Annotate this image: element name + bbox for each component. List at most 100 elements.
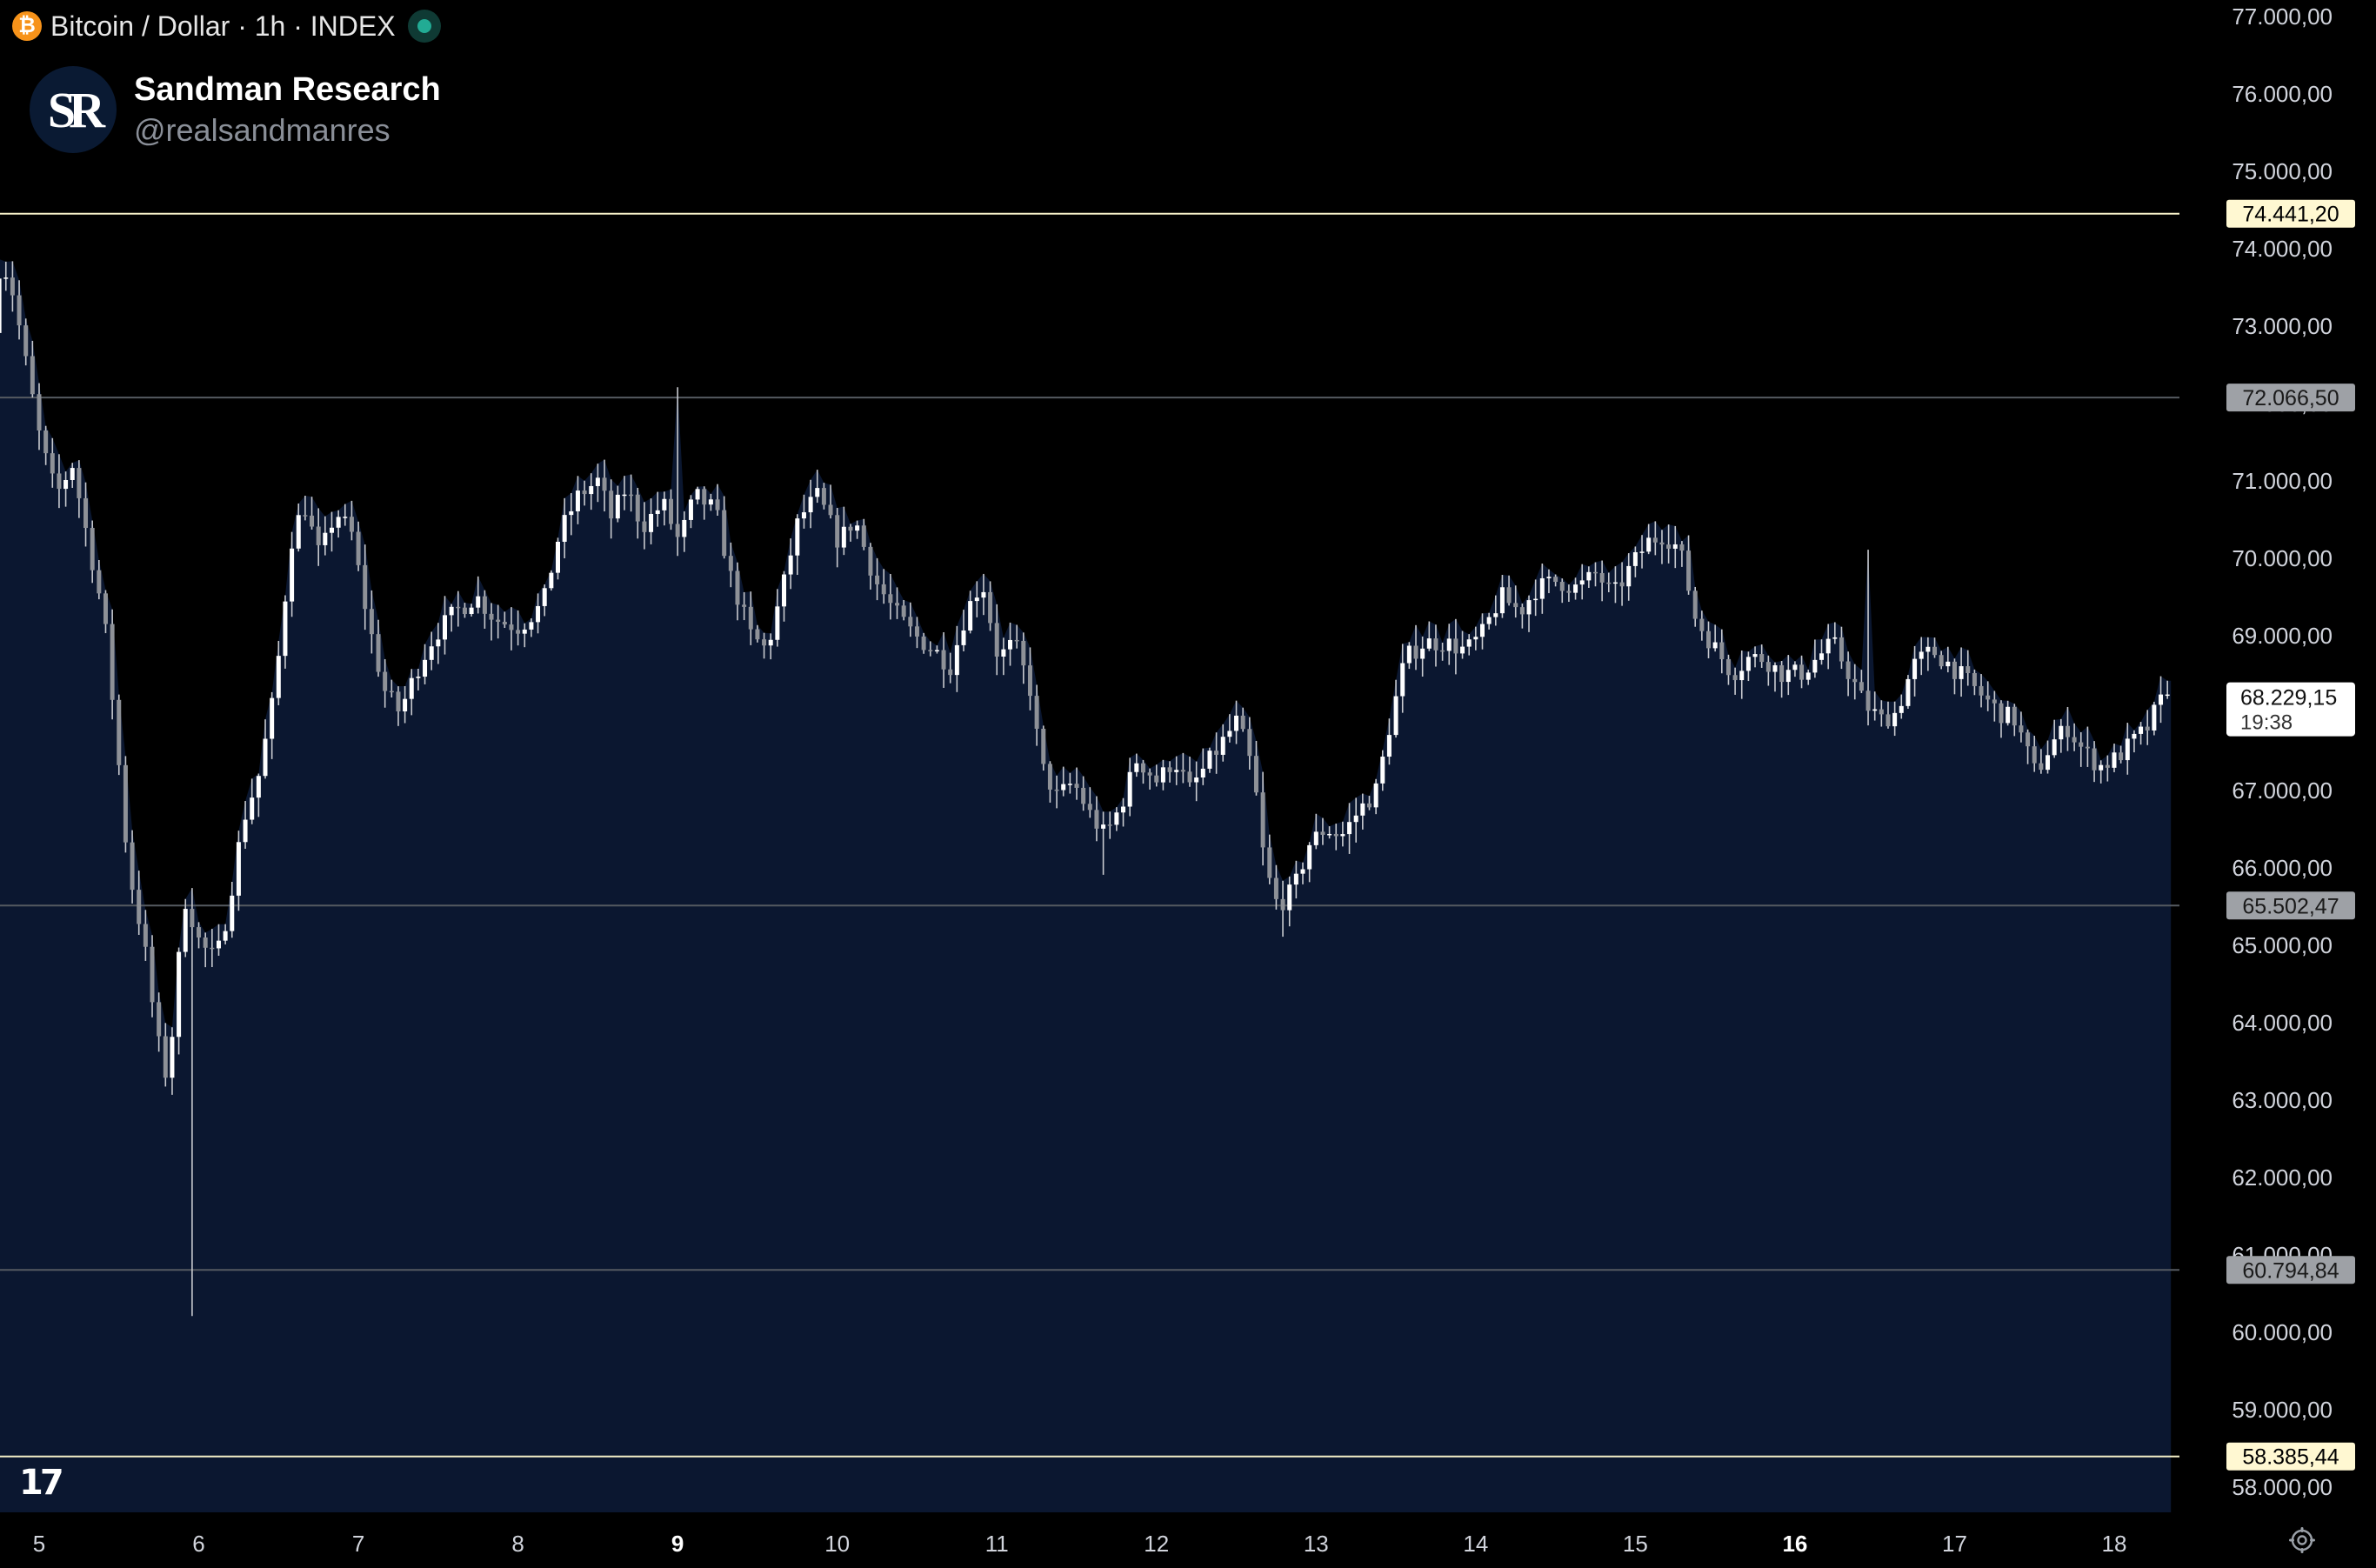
candle[interactable] [349, 500, 354, 541]
candle[interactable] [63, 471, 69, 507]
candle[interactable] [270, 691, 275, 759]
candle[interactable] [2079, 732, 2084, 767]
candle[interactable] [1986, 681, 1991, 711]
candle[interactable] [2092, 741, 2097, 783]
candle[interactable] [496, 604, 501, 639]
candle[interactable] [1692, 586, 1698, 627]
candle[interactable] [376, 619, 381, 677]
candle[interactable] [216, 924, 221, 957]
candle[interactable] [888, 573, 893, 620]
candle[interactable] [2026, 729, 2031, 764]
candle[interactable] [389, 679, 394, 698]
candle[interactable] [1426, 621, 1432, 651]
candle[interactable] [157, 992, 162, 1052]
candle[interactable] [536, 593, 541, 634]
candle[interactable] [316, 508, 321, 566]
candle[interactable] [2046, 740, 2051, 774]
candle[interactable] [1194, 761, 1199, 802]
candle[interactable] [1819, 639, 1825, 665]
candle[interactable] [23, 318, 29, 366]
candle[interactable] [1041, 725, 1046, 771]
candle[interactable] [2132, 730, 2137, 753]
candle[interactable] [1134, 753, 1139, 777]
candle[interactable] [908, 602, 913, 637]
candle[interactable] [1852, 664, 1858, 700]
candle[interactable] [0, 259, 2, 341]
candle[interactable] [1433, 624, 1438, 667]
candle[interactable] [688, 495, 693, 529]
candle[interactable] [1759, 644, 1765, 668]
candle[interactable] [1227, 714, 1232, 743]
candle[interactable] [1420, 636, 1425, 677]
candle[interactable] [310, 497, 315, 530]
candle[interactable] [1652, 521, 1658, 556]
candle[interactable] [243, 801, 248, 849]
candle[interactable] [130, 830, 135, 904]
candle[interactable] [1533, 579, 1538, 617]
candle[interactable] [1612, 566, 1618, 604]
candle[interactable] [914, 617, 919, 649]
candle[interactable] [197, 922, 202, 949]
candle[interactable] [1087, 787, 1092, 818]
candle[interactable] [1214, 732, 1219, 774]
symbol-title[interactable]: Bitcoin / Dollar · 1h · INDEX [50, 10, 396, 42]
candle[interactable] [1347, 803, 1352, 854]
candle[interactable] [83, 482, 89, 547]
candle[interactable] [1712, 624, 1718, 652]
candle[interactable] [1240, 707, 1245, 732]
candle[interactable] [2032, 736, 2037, 772]
candle[interactable] [436, 623, 441, 664]
candle[interactable] [1905, 675, 1911, 710]
candle[interactable] [329, 511, 334, 552]
candle[interactable] [828, 484, 833, 519]
candle[interactable] [642, 502, 647, 550]
candle[interactable] [895, 587, 900, 619]
candle[interactable] [1027, 647, 1032, 711]
candle[interactable] [170, 1027, 175, 1095]
candle[interactable] [57, 454, 62, 509]
candle[interactable] [1899, 694, 1904, 719]
candle[interactable] [675, 387, 680, 557]
candle[interactable] [2019, 711, 2024, 743]
candle[interactable] [1001, 637, 1006, 676]
candle[interactable] [1247, 717, 1252, 770]
candle[interactable] [755, 624, 760, 643]
candle[interactable] [476, 576, 481, 614]
candle[interactable] [988, 581, 993, 631]
candle[interactable] [1606, 572, 1612, 592]
candle[interactable] [1293, 860, 1298, 899]
candle[interactable] [1765, 655, 1771, 686]
candle[interactable] [250, 778, 255, 824]
candle[interactable] [1406, 642, 1412, 670]
candle[interactable] [509, 607, 514, 651]
candle[interactable] [662, 491, 667, 526]
candle[interactable] [649, 498, 654, 544]
candle[interactable] [821, 483, 826, 510]
candle[interactable] [529, 618, 534, 637]
candle[interactable] [1745, 651, 1751, 682]
candle[interactable] [77, 460, 82, 518]
candle[interactable] [1832, 622, 1838, 644]
candle[interactable] [1946, 646, 1951, 673]
candle[interactable] [1353, 797, 1358, 843]
candle[interactable] [635, 487, 640, 539]
candle[interactable] [1566, 584, 1572, 603]
candle[interactable] [290, 531, 295, 617]
candle[interactable] [921, 632, 926, 654]
candle[interactable] [1074, 767, 1079, 800]
candle[interactable] [1460, 631, 1465, 659]
candle[interactable] [123, 756, 128, 853]
candle[interactable] [1626, 553, 1632, 601]
candle[interactable] [1699, 611, 1705, 641]
candle[interactable] [203, 932, 208, 968]
candle[interactable] [323, 516, 328, 556]
candle[interactable] [1054, 775, 1059, 809]
candle[interactable] [1573, 577, 1578, 600]
candle[interactable] [1446, 624, 1452, 665]
candle[interactable] [1919, 637, 1924, 676]
candle[interactable] [1327, 826, 1332, 839]
candle[interactable] [1440, 643, 1445, 661]
candle[interactable] [1885, 701, 1891, 729]
candle[interactable] [396, 686, 401, 726]
